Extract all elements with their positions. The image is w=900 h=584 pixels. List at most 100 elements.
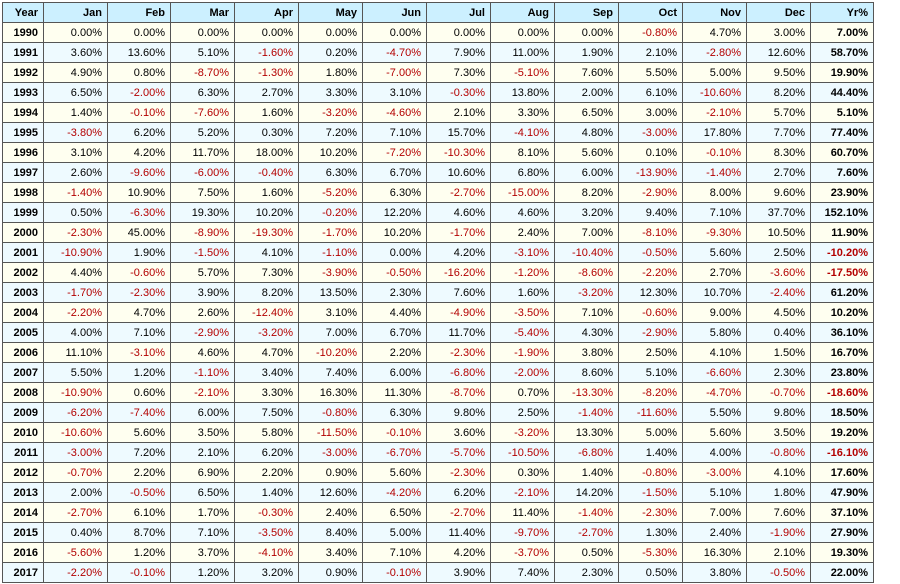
month-return-cell: 0.00% <box>490 22 555 43</box>
table-row: 1991 3.60% 13.60% 5.10% -1.60% 0.20% -4.70% 7.9… <box>2 42 874 63</box>
yearly-total-cell: 19.30% <box>810 542 874 563</box>
month-return-cell: 8.10% <box>490 142 555 163</box>
month-return-cell: -5.20% <box>298 182 363 203</box>
month-return-cell: 6.00% <box>554 162 619 183</box>
month-return-cell: -12.40% <box>234 302 299 323</box>
year-cell: 2004 <box>2 302 44 323</box>
year-cell: 2015 <box>2 522 44 543</box>
month-return-cell: 1.90% <box>554 42 619 63</box>
month-return-cell: 1.20% <box>107 542 171 563</box>
year-cell: 1997 <box>2 162 44 183</box>
month-return-cell: -1.30% <box>234 62 299 83</box>
returns-table-container: Year Jan Feb Mar Apr May Jun Jul Aug Sep Oct Nov Dec… <box>2 2 874 583</box>
month-return-cell: -2.90% <box>170 322 235 343</box>
month-return-cell: 3.10% <box>362 82 427 103</box>
month-return-cell: -8.90% <box>170 222 235 243</box>
month-return-cell: 12.60% <box>746 42 811 63</box>
month-return-cell: 0.30% <box>490 462 555 483</box>
yearly-total-cell: 18.50% <box>810 402 874 423</box>
month-return-cell: -8.10% <box>618 222 683 243</box>
month-return-cell: 4.70% <box>682 22 747 43</box>
month-return-cell: 4.30% <box>554 322 619 343</box>
month-return-cell: 2.50% <box>746 242 811 263</box>
month-return-cell: 11.40% <box>490 502 555 523</box>
month-return-cell: -6.30% <box>107 202 171 223</box>
month-return-cell: -4.70% <box>682 382 747 403</box>
month-return-cell: 0.40% <box>43 522 108 543</box>
yearly-total-cell: 5.10% <box>810 102 874 123</box>
month-return-cell: 9.80% <box>746 402 811 423</box>
month-return-cell: 3.60% <box>426 422 491 443</box>
month-return-cell: 4.40% <box>362 302 427 323</box>
month-return-cell: 1.30% <box>618 522 683 543</box>
month-return-cell: 3.30% <box>234 382 299 403</box>
month-return-cell: 8.20% <box>234 282 299 303</box>
month-return-cell: 7.90% <box>426 42 491 63</box>
month-return-cell: 3.40% <box>234 362 299 383</box>
month-return-cell: 10.20% <box>298 142 363 163</box>
yearly-total-cell: 61.20% <box>810 282 874 303</box>
month-return-cell: -3.10% <box>107 342 171 363</box>
month-return-cell: 5.00% <box>618 422 683 443</box>
month-return-cell: -0.50% <box>618 242 683 263</box>
month-return-cell: 7.00% <box>554 222 619 243</box>
month-return-cell: 12.30% <box>618 282 683 303</box>
year-cell: 2011 <box>2 442 44 463</box>
month-return-cell: 5.10% <box>618 362 683 383</box>
table-row: 2002 4.40% -0.60% 5.70% 7.30% -3.90% -0.50% -16… <box>2 262 874 283</box>
month-return-cell: 7.20% <box>298 122 363 143</box>
month-return-cell: 6.80% <box>490 162 555 183</box>
month-return-cell: -13.90% <box>618 162 683 183</box>
month-return-cell: -0.50% <box>107 482 171 503</box>
month-return-cell: 2.10% <box>426 102 491 123</box>
month-return-cell: 4.10% <box>234 242 299 263</box>
header-yearly-total: Yr% <box>810 2 874 23</box>
month-return-cell: -2.70% <box>426 502 491 523</box>
month-return-cell: 12.60% <box>298 482 363 503</box>
month-return-cell: 7.10% <box>682 202 747 223</box>
month-return-cell: 2.30% <box>554 562 619 583</box>
month-return-cell: -5.60% <box>43 542 108 563</box>
month-return-cell: -11.50% <box>298 422 363 443</box>
yearly-total-cell: 23.90% <box>810 182 874 203</box>
month-return-cell: 2.40% <box>298 502 363 523</box>
month-return-cell: -1.70% <box>298 222 363 243</box>
yearly-total-cell: 44.40% <box>810 82 874 103</box>
month-return-cell: -3.80% <box>43 122 108 143</box>
header-month-apr: Apr <box>234 2 299 23</box>
month-return-cell: -2.20% <box>43 302 108 323</box>
month-return-cell: -0.10% <box>362 422 427 443</box>
month-return-cell: 6.20% <box>234 442 299 463</box>
header-month-aug: Aug <box>490 2 555 23</box>
header-month-feb: Feb <box>107 2 171 23</box>
month-return-cell: 4.10% <box>746 462 811 483</box>
month-return-cell: -3.20% <box>554 282 619 303</box>
month-return-cell: 6.00% <box>362 362 427 383</box>
month-return-cell: 13.60% <box>107 42 171 63</box>
month-return-cell: -1.70% <box>43 282 108 303</box>
table-row: 1999 0.50% -6.30% 19.30% 10.20% -0.20% 12.20% 4… <box>2 202 874 223</box>
yearly-total-cell: 7.60% <box>810 162 874 183</box>
month-return-cell: 4.60% <box>490 202 555 223</box>
month-return-cell: -4.10% <box>490 122 555 143</box>
month-return-cell: 5.10% <box>682 482 747 503</box>
month-return-cell: -1.50% <box>618 482 683 503</box>
month-return-cell: -1.90% <box>746 522 811 543</box>
yearly-total-cell: -16.10% <box>810 442 874 463</box>
month-return-cell: 2.40% <box>490 222 555 243</box>
header-row: Year Jan Feb Mar Apr May Jun Jul Aug Sep Oct Nov Dec… <box>2 2 874 23</box>
month-return-cell: -6.60% <box>682 362 747 383</box>
month-return-cell: -10.90% <box>43 242 108 263</box>
year-cell: 2005 <box>2 322 44 343</box>
month-return-cell: 37.70% <box>746 202 811 223</box>
month-return-cell: -2.70% <box>43 502 108 523</box>
table-row: 2015 0.40% 8.70% 7.10% -3.50% 8.40% 5.00% 11.40… <box>2 522 874 543</box>
year-cell: 1998 <box>2 182 44 203</box>
month-return-cell: 3.30% <box>490 102 555 123</box>
month-return-cell: 6.10% <box>618 82 683 103</box>
month-return-cell: 2.50% <box>490 402 555 423</box>
month-return-cell: 9.80% <box>426 402 491 423</box>
month-return-cell: -2.30% <box>426 342 491 363</box>
month-return-cell: 2.20% <box>234 462 299 483</box>
table-row: 2003 -1.70% -2.30% 3.90% 8.20% 13.50% 2.30% 7.6… <box>2 282 874 303</box>
